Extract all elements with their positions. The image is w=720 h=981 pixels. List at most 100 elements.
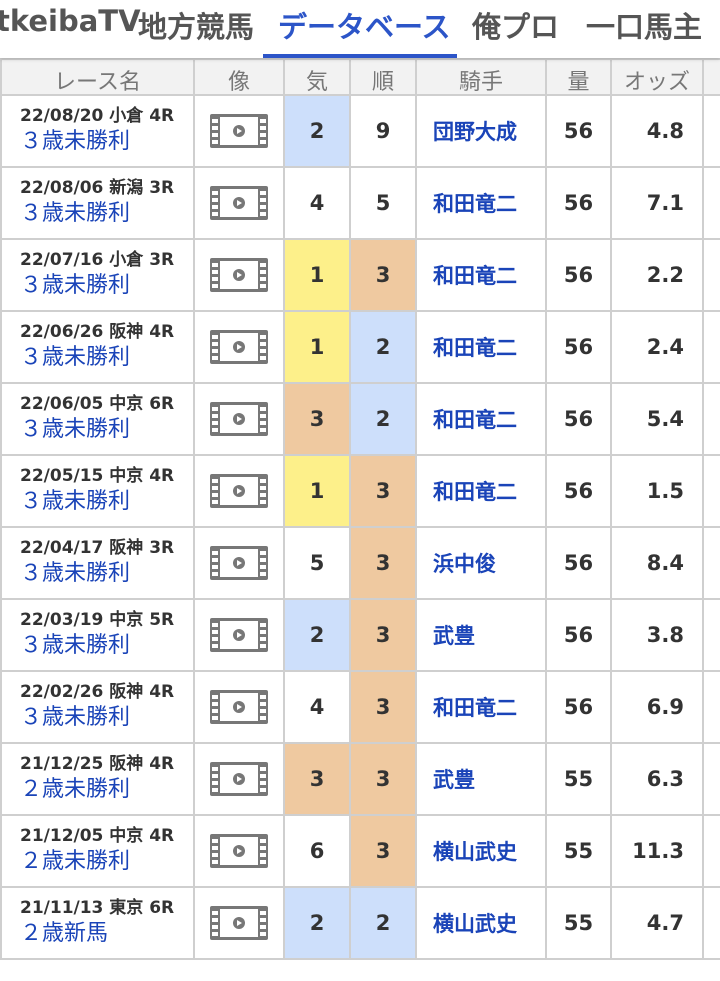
video-cell[interactable] xyxy=(193,526,285,600)
header-extra xyxy=(702,58,720,96)
extra-cell xyxy=(702,166,720,240)
rank-cell: 9 xyxy=(349,94,417,168)
popularity-cell: 2 xyxy=(283,598,351,672)
race-name-link[interactable]: ３歳未勝利 xyxy=(20,705,131,730)
jockey-link[interactable]: 和田竜二 xyxy=(415,166,547,240)
video-cell[interactable] xyxy=(193,166,285,240)
extra-cell xyxy=(702,742,720,816)
header-odds: オッズ xyxy=(610,58,704,96)
film-play-icon[interactable] xyxy=(210,258,268,292)
odds-cell: 2.4 xyxy=(610,310,704,384)
film-play-icon[interactable] xyxy=(210,402,268,436)
race-cell: 22/03/19 中京 5R ３歳未勝利 xyxy=(0,598,195,672)
weight-cell: 56 xyxy=(545,166,612,240)
video-cell[interactable] xyxy=(193,238,285,312)
race-name-link[interactable]: ３歳未勝利 xyxy=(20,129,131,154)
race-name-link[interactable]: ２歳新馬 xyxy=(20,921,109,946)
video-cell[interactable] xyxy=(193,94,285,168)
odds-cell: 8.4 xyxy=(610,526,704,600)
odds-cell: 3.8 xyxy=(610,598,704,672)
popularity-cell: 1 xyxy=(283,454,351,528)
race-cell: 21/12/05 中京 4R ２歳未勝利 xyxy=(0,814,195,888)
tab-ore-pro[interactable]: 俺プロ xyxy=(472,10,560,44)
header-rank: 順 xyxy=(349,58,417,96)
race-name-link[interactable]: ３歳未勝利 xyxy=(20,273,131,298)
race-name-link[interactable]: ２歳未勝利 xyxy=(20,849,131,874)
video-cell[interactable] xyxy=(193,598,285,672)
rank-cell: 3 xyxy=(349,454,417,528)
race-name-link[interactable]: ３歳未勝利 xyxy=(20,489,131,514)
tab-database[interactable]: データベース xyxy=(278,10,451,44)
weight-cell: 56 xyxy=(545,454,612,528)
film-play-icon[interactable] xyxy=(210,762,268,796)
odds-cell: 5.4 xyxy=(610,382,704,456)
jockey-link[interactable]: 団野大成 xyxy=(415,94,547,168)
extra-cell xyxy=(702,886,720,960)
jockey-link[interactable]: 浜中俊 xyxy=(415,526,547,600)
race-name-link[interactable]: ３歳未勝利 xyxy=(20,561,131,586)
race-name-link[interactable]: ３歳未勝利 xyxy=(20,201,131,226)
popularity-cell: 3 xyxy=(283,742,351,816)
film-play-icon[interactable] xyxy=(210,186,268,220)
race-name-link[interactable]: ３歳未勝利 xyxy=(20,633,131,658)
video-cell[interactable] xyxy=(193,742,285,816)
race-date-venue: 21/12/25 阪神 4R xyxy=(20,754,175,774)
race-cell: 22/08/20 小倉 4R ３歳未勝利 xyxy=(0,94,195,168)
odds-cell: 4.8 xyxy=(610,94,704,168)
jockey-link[interactable]: 和田竜二 xyxy=(415,310,547,384)
header-video: 像 xyxy=(193,58,285,96)
jockey-link[interactable]: 和田竜二 xyxy=(415,454,547,528)
film-play-icon[interactable] xyxy=(210,618,268,652)
race-name-link[interactable]: ３歳未勝利 xyxy=(20,345,131,370)
video-cell[interactable] xyxy=(193,814,285,888)
odds-cell: 7.1 xyxy=(610,166,704,240)
race-name-link[interactable]: ２歳未勝利 xyxy=(20,777,131,802)
jockey-link[interactable]: 和田竜二 xyxy=(415,382,547,456)
race-cell: 22/04/17 阪神 3R ３歳未勝利 xyxy=(0,526,195,600)
video-cell[interactable] xyxy=(193,670,285,744)
odds-cell: 2.2 xyxy=(610,238,704,312)
header-weight: 量 xyxy=(545,58,612,96)
film-play-icon[interactable] xyxy=(210,474,268,508)
video-cell[interactable] xyxy=(193,382,285,456)
rank-cell: 3 xyxy=(349,598,417,672)
extra-cell xyxy=(702,382,720,456)
film-play-icon[interactable] xyxy=(210,546,268,580)
video-cell[interactable] xyxy=(193,886,285,960)
video-cell[interactable] xyxy=(193,310,285,384)
extra-cell xyxy=(702,598,720,672)
film-play-icon[interactable] xyxy=(210,690,268,724)
race-date-venue: 22/05/15 中京 4R xyxy=(20,466,175,486)
jockey-link[interactable]: 和田竜二 xyxy=(415,238,547,312)
tab-hitokuchi-banushi[interactable]: 一口馬主 xyxy=(586,10,703,44)
weight-cell: 56 xyxy=(545,526,612,600)
race-name-link[interactable]: ３歳未勝利 xyxy=(20,417,131,442)
weight-cell: 56 xyxy=(545,310,612,384)
extra-cell xyxy=(702,238,720,312)
jockey-link[interactable]: 武豊 xyxy=(415,742,547,816)
jockey-link[interactable]: 横山武史 xyxy=(415,886,547,960)
active-tab-indicator xyxy=(263,54,457,58)
video-cell[interactable] xyxy=(193,454,285,528)
jockey-link[interactable]: 武豊 xyxy=(415,598,547,672)
jockey-link[interactable]: 横山武史 xyxy=(415,814,547,888)
jockey-link[interactable]: 和田竜二 xyxy=(415,670,547,744)
odds-cell: 6.3 xyxy=(610,742,704,816)
popularity-cell: 5 xyxy=(283,526,351,600)
popularity-cell: 2 xyxy=(283,94,351,168)
odds-cell: 4.7 xyxy=(610,886,704,960)
tab-chiho-keiba[interactable]: 地方競馬 xyxy=(138,10,255,44)
popularity-cell: 6 xyxy=(283,814,351,888)
race-cell: 22/07/16 小倉 3R ３歳未勝利 xyxy=(0,238,195,312)
race-date-venue: 22/02/26 阪神 4R xyxy=(20,682,175,702)
film-play-icon[interactable] xyxy=(210,330,268,364)
tab-netkeiba-tv[interactable]: tkeibaTV xyxy=(0,4,141,38)
rank-cell: 5 xyxy=(349,166,417,240)
film-play-icon[interactable] xyxy=(210,114,268,148)
table-row: 22/03/19 中京 5R ３歳未勝利 2 3 武豊 56 3.8 xyxy=(0,598,720,672)
film-play-icon[interactable] xyxy=(210,906,268,940)
header-race: レース名 xyxy=(0,58,195,96)
weight-cell: 56 xyxy=(545,238,612,312)
film-play-icon[interactable] xyxy=(210,834,268,868)
popularity-cell: 4 xyxy=(283,166,351,240)
